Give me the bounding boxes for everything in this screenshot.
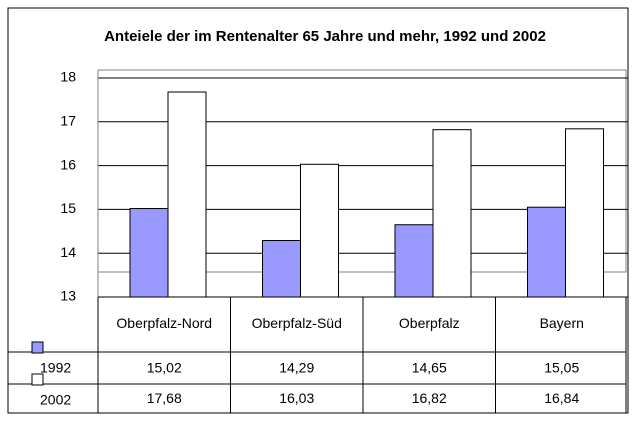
- x-tick-label: Oberpfalz-Nord: [116, 315, 212, 331]
- bar: [300, 163, 339, 298]
- bar: [262, 239, 301, 298]
- table-value: 16,84: [544, 390, 579, 406]
- x-tick-label: Oberpfalz: [399, 315, 460, 331]
- table-value: 14,65: [412, 360, 447, 376]
- bar: [565, 128, 604, 298]
- x-tick-label: Oberpfalz-Süd: [252, 315, 342, 331]
- legend-key: [31, 373, 44, 386]
- y-tick-label: 18: [60, 69, 76, 85]
- table-value: 14,29: [279, 360, 314, 376]
- y-tick-label: 14: [60, 244, 76, 260]
- y-tick-label: 15: [60, 200, 76, 216]
- legend-key: [31, 341, 44, 354]
- table-value: 16,03: [279, 390, 314, 406]
- y-tick-label: 16: [60, 156, 76, 172]
- x-tick-label: Bayern: [540, 315, 584, 331]
- table-value: 16,82: [412, 390, 447, 406]
- chart-title: Anteiele der im Rentenalter 65 Jahre und…: [104, 28, 546, 45]
- table-value: 17,68: [147, 390, 182, 406]
- legend-label: 2002: [40, 392, 71, 408]
- bar: [394, 224, 434, 298]
- bar: [129, 208, 169, 298]
- y-tick-label: 17: [60, 113, 76, 129]
- bar: [167, 91, 207, 298]
- legend-label: 1992: [40, 360, 71, 376]
- y-tick-label: 13: [60, 288, 76, 304]
- bar: [527, 206, 566, 298]
- bar: [432, 129, 472, 298]
- table-value: 15,02: [147, 360, 182, 376]
- table-value: 15,05: [544, 360, 579, 376]
